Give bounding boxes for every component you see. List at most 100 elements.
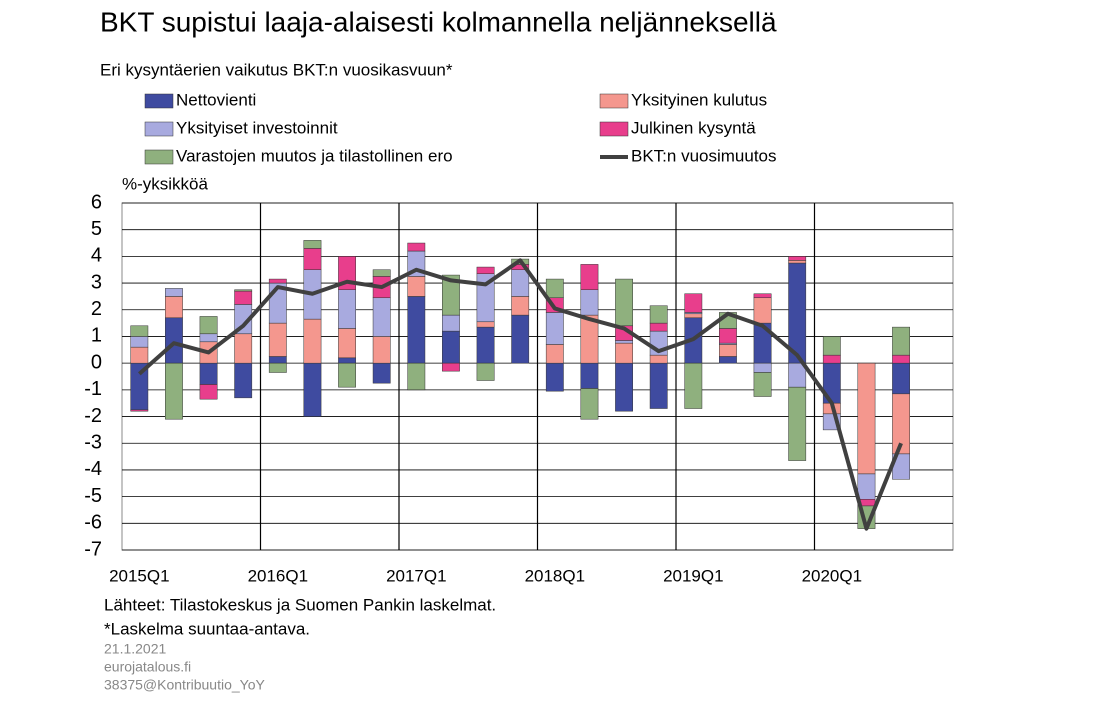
- note: *Laskelma suuntaa-antava.: [104, 619, 310, 638]
- bar: [234, 289, 253, 292]
- bar: [442, 362, 460, 372]
- bar: [892, 326, 910, 356]
- bar: [719, 356, 737, 364]
- bar: [476, 266, 495, 274]
- bar: [372, 269, 391, 277]
- bar: [442, 330, 460, 364]
- bar: [822, 336, 841, 356]
- y-tick-label: -5: [84, 485, 102, 507]
- bar: [719, 328, 737, 344]
- bar: [442, 274, 460, 316]
- bar: [511, 269, 530, 297]
- bar: [684, 293, 703, 313]
- bar: [199, 362, 218, 385]
- legend-label: Julkinen kysyntä: [631, 118, 756, 137]
- bar: [649, 322, 668, 332]
- bar: [580, 264, 599, 290]
- bar: [303, 240, 322, 249]
- legend-label: Varastojen muutos ja tilastollinen ero: [176, 146, 453, 165]
- chart-title: BKT supistui laaja-alaisesti kolmannella…: [100, 6, 777, 37]
- bar: [822, 354, 841, 364]
- bar: [303, 362, 322, 417]
- bar: [857, 362, 876, 475]
- legend-marker: [144, 93, 174, 109]
- y-tick-label: -7: [84, 538, 102, 560]
- bar: [130, 409, 149, 412]
- y-tick-label: 3: [91, 271, 102, 293]
- bar: [234, 333, 253, 364]
- legend-marker: [599, 121, 629, 137]
- bar: [753, 362, 772, 373]
- bar: [511, 314, 530, 364]
- bar: [199, 316, 218, 335]
- bar: [165, 362, 183, 420]
- chart-subtitle: Eri kysyntäerien vaikutus BKT:n vuosikas…: [100, 60, 453, 79]
- bar: [719, 344, 737, 357]
- y-tick-label: 4: [91, 245, 102, 267]
- bar: [788, 260, 807, 264]
- bar: [338, 357, 356, 364]
- bar: [372, 336, 391, 364]
- bar: [442, 314, 460, 332]
- note: Lähteet: Tilastokeskus ja Suomen Pankin …: [104, 595, 496, 614]
- y-tick-label: 0: [91, 351, 102, 373]
- bar: [407, 242, 426, 252]
- y-tick-label: 6: [91, 191, 102, 213]
- bar: [615, 278, 633, 327]
- legend-marker: [599, 93, 629, 109]
- y-tick-label: -3: [84, 432, 102, 454]
- bar: [407, 296, 426, 364]
- bar: [407, 276, 426, 297]
- bar: [338, 289, 356, 329]
- bar: [788, 256, 807, 261]
- y-tick-label: -4: [84, 458, 102, 480]
- bar: [892, 362, 910, 395]
- bar: [199, 384, 218, 400]
- bar: [476, 321, 495, 328]
- bar: [268, 362, 287, 373]
- bar: [615, 362, 633, 412]
- bar: [545, 278, 564, 299]
- bar: [649, 305, 668, 324]
- bar: [649, 362, 668, 409]
- legend-label: Nettovienti: [176, 90, 256, 109]
- y-tick-label: 1: [91, 325, 102, 347]
- bar: [545, 362, 564, 392]
- legend-marker: [144, 149, 174, 165]
- bar: [165, 296, 183, 319]
- bar: [580, 362, 599, 389]
- bar: [857, 473, 876, 500]
- bar: [268, 278, 287, 284]
- bar: [234, 290, 253, 305]
- bar: [372, 362, 391, 384]
- legend-label: Yksityinen kulutus: [631, 90, 767, 109]
- bar: [580, 388, 599, 420]
- bar: [407, 362, 426, 391]
- legend-label: Yksityiset investoinnit: [176, 118, 338, 137]
- y-tick-label: -1: [84, 378, 102, 400]
- bar: [130, 346, 149, 364]
- bar: [684, 313, 703, 319]
- y-tick-label: 5: [91, 218, 102, 240]
- x-tick-label: 2020Q1: [802, 566, 863, 585]
- bar: [545, 344, 564, 364]
- bar: [753, 293, 772, 299]
- y-axis-label: %-yksikköä: [122, 174, 209, 193]
- line: [137, 258, 903, 531]
- bar: [165, 288, 183, 297]
- bar: [476, 362, 495, 381]
- bar: [303, 248, 322, 270]
- bar: [268, 322, 287, 357]
- bar: [165, 317, 183, 364]
- bar: [615, 340, 633, 344]
- bar: [511, 296, 530, 316]
- legend-marker: [144, 121, 174, 137]
- bar: [303, 318, 322, 364]
- bar: [753, 297, 772, 324]
- bar: [788, 386, 807, 461]
- y-tick-label: 2: [91, 298, 102, 320]
- x-tick-label: 2015Q1: [109, 566, 170, 585]
- y-tick-label: -2: [84, 405, 102, 427]
- bar: [130, 325, 149, 337]
